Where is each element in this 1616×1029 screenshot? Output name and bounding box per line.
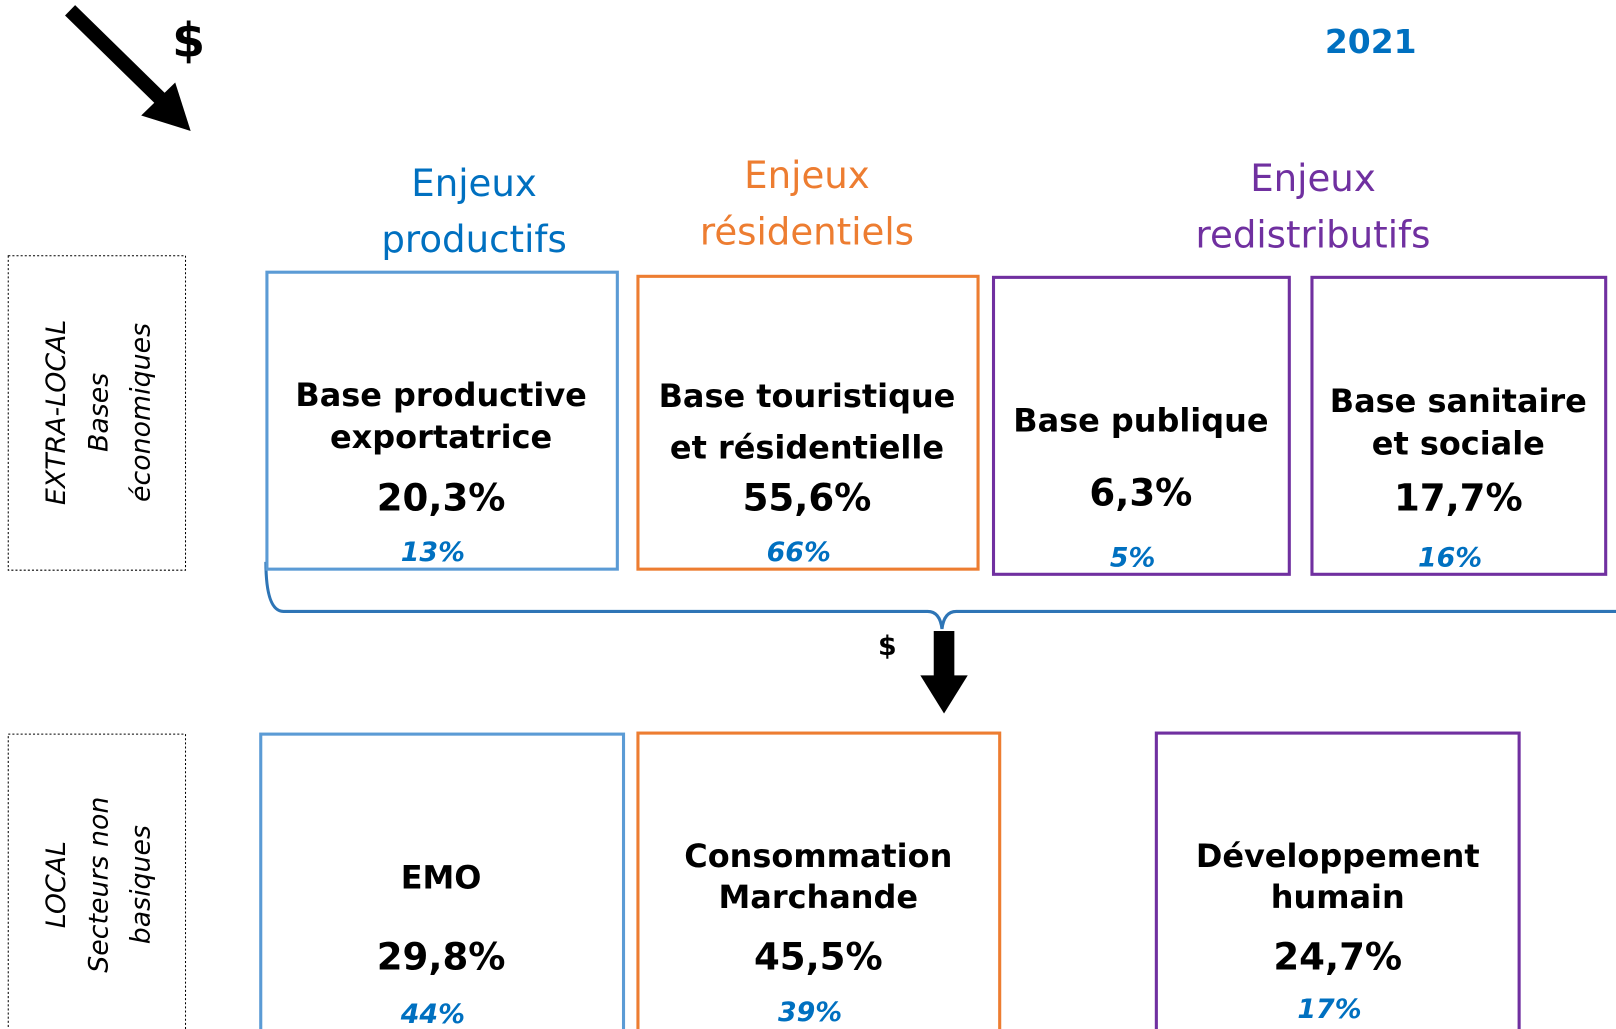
box <box>1310 275 1608 576</box>
side-box <box>7 255 187 571</box>
header: Enjeux <box>744 154 870 197</box>
box-label: Marchande <box>719 878 919 916</box>
box-label: EMO <box>401 858 482 896</box>
box-value: 17,7% <box>1394 477 1523 520</box>
box-subvalue: 66% <box>767 537 831 568</box>
down-arrow <box>933 631 955 678</box>
header: résidentiels <box>700 211 914 254</box>
header: productifs <box>381 218 566 261</box>
side-label: économiques <box>126 323 157 502</box>
box-label: Base sanitaire <box>1330 382 1587 420</box>
box-label: et sociale <box>1372 424 1545 462</box>
header: Enjeux <box>411 162 537 205</box>
year: 2021 <box>1325 22 1417 61</box>
side-label: EXTRA-LOCAL <box>41 320 72 505</box>
box <box>259 732 626 1029</box>
box-label: Développement <box>1196 837 1480 875</box>
header: Enjeux <box>1250 157 1376 200</box>
box <box>991 275 1291 576</box>
side-label: LOCAL <box>41 841 72 928</box>
box-label: Consommation <box>684 837 952 875</box>
dollar: $ <box>878 631 897 662</box>
box-subvalue: 13% <box>401 537 465 568</box>
box <box>1154 731 1521 1029</box>
arrow-head <box>141 82 191 131</box>
box-value: 6,3% <box>1089 471 1192 514</box>
box-label: Base productive <box>295 376 586 414</box>
box-value: 24,7% <box>1273 935 1402 978</box>
box <box>636 274 980 571</box>
side-label: Secteurs non <box>83 797 114 973</box>
side-label: Bases <box>83 373 114 452</box>
side-box <box>7 733 187 1029</box>
box-value: 55,6% <box>743 477 872 520</box>
box-subvalue: 16% <box>1418 542 1482 573</box>
box <box>265 270 619 571</box>
box-subvalue: 39% <box>778 997 842 1028</box>
box-subvalue: 17% <box>1297 994 1361 1025</box>
box-label: et résidentielle <box>670 429 944 467</box>
dollar: $ <box>172 13 205 68</box>
box-value: 20,3% <box>377 477 506 520</box>
down-arrow-head <box>920 675 968 714</box>
brace <box>264 561 1616 630</box>
box-label: exportatrice <box>330 418 552 456</box>
box-subvalue: 44% <box>400 999 465 1029</box>
box-label: Base publique <box>1013 402 1268 440</box>
side-label: basiques <box>126 825 157 944</box>
box-value: 45,5% <box>754 935 883 978</box>
box-label: humain <box>1271 878 1405 916</box>
header: redistributifs <box>1196 214 1431 257</box>
box-subvalue: 5% <box>1110 542 1155 573</box>
box <box>636 731 1002 1029</box>
arrow <box>65 5 170 109</box>
box-label: Base touristique <box>659 377 956 415</box>
box-value: 29,8% <box>377 935 506 978</box>
